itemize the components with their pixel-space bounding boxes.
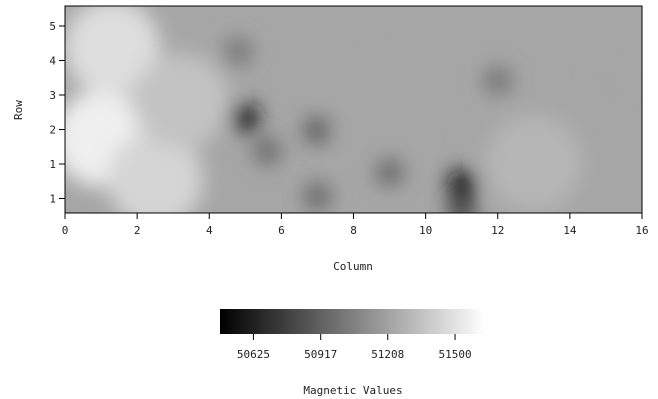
y-tick-label: 1 <box>49 158 56 171</box>
y-tick-label: 5 <box>49 20 56 33</box>
colorbar-tick-label: 50625 <box>237 348 270 361</box>
heatmap-feature <box>252 136 281 165</box>
x-axis: 0 2 4 6 8 10 12 14 16 <box>62 213 649 237</box>
x-tick-label: 6 <box>278 224 285 237</box>
x-tick-label: 4 <box>206 224 213 237</box>
x-tick-label: 10 <box>419 224 432 237</box>
heatmap-feature <box>65 6 160 96</box>
x-tick-label: 12 <box>491 224 504 237</box>
colorbar-tick-label: 51208 <box>371 348 404 361</box>
colorbar-title: Magnetic Values <box>303 384 402 397</box>
colorbar: 50625 50917 51208 51500 Magnetic Values <box>220 309 485 397</box>
heatmap-feature <box>375 157 404 186</box>
heatmap-feature <box>107 131 204 213</box>
plot-area <box>64 5 643 214</box>
colorbar-tick-label: 50917 <box>304 348 337 361</box>
heatmap-feature <box>303 116 332 145</box>
heatmap-features <box>65 6 620 213</box>
heatmap-feature <box>224 37 253 66</box>
colorbar-gradient <box>220 309 485 334</box>
colorbar-ticks: 50625 50917 51208 51500 <box>237 334 472 361</box>
y-tick-label: 1 <box>49 193 56 206</box>
y-tick-label: 3 <box>49 89 56 102</box>
heatmap-feature <box>447 194 476 213</box>
heatmap-feature <box>485 115 582 212</box>
heatmap-feature <box>303 182 332 211</box>
heatmap-feature <box>330 61 427 158</box>
y-tick-label: 2 <box>49 124 56 137</box>
x-tick-label: 8 <box>350 224 357 237</box>
x-tick-label: 14 <box>563 224 577 237</box>
x-axis-title: Column <box>333 260 373 273</box>
colorbar-tick-label: 51500 <box>438 348 471 361</box>
heatmap-feature <box>483 66 512 95</box>
heatmap-feature <box>231 103 260 132</box>
y-tick-label: 4 <box>49 55 56 68</box>
heatmap-feature <box>591 74 620 103</box>
heatmap-feature <box>132 53 229 150</box>
y-axis-title: Row <box>12 100 25 120</box>
heatmap-feature <box>447 170 476 199</box>
x-tick-label: 16 <box>635 224 648 237</box>
y-axis: 1 1 2 3 4 5 <box>49 20 65 206</box>
x-tick-label: 2 <box>134 224 141 237</box>
x-tick-label: 0 <box>62 224 69 237</box>
